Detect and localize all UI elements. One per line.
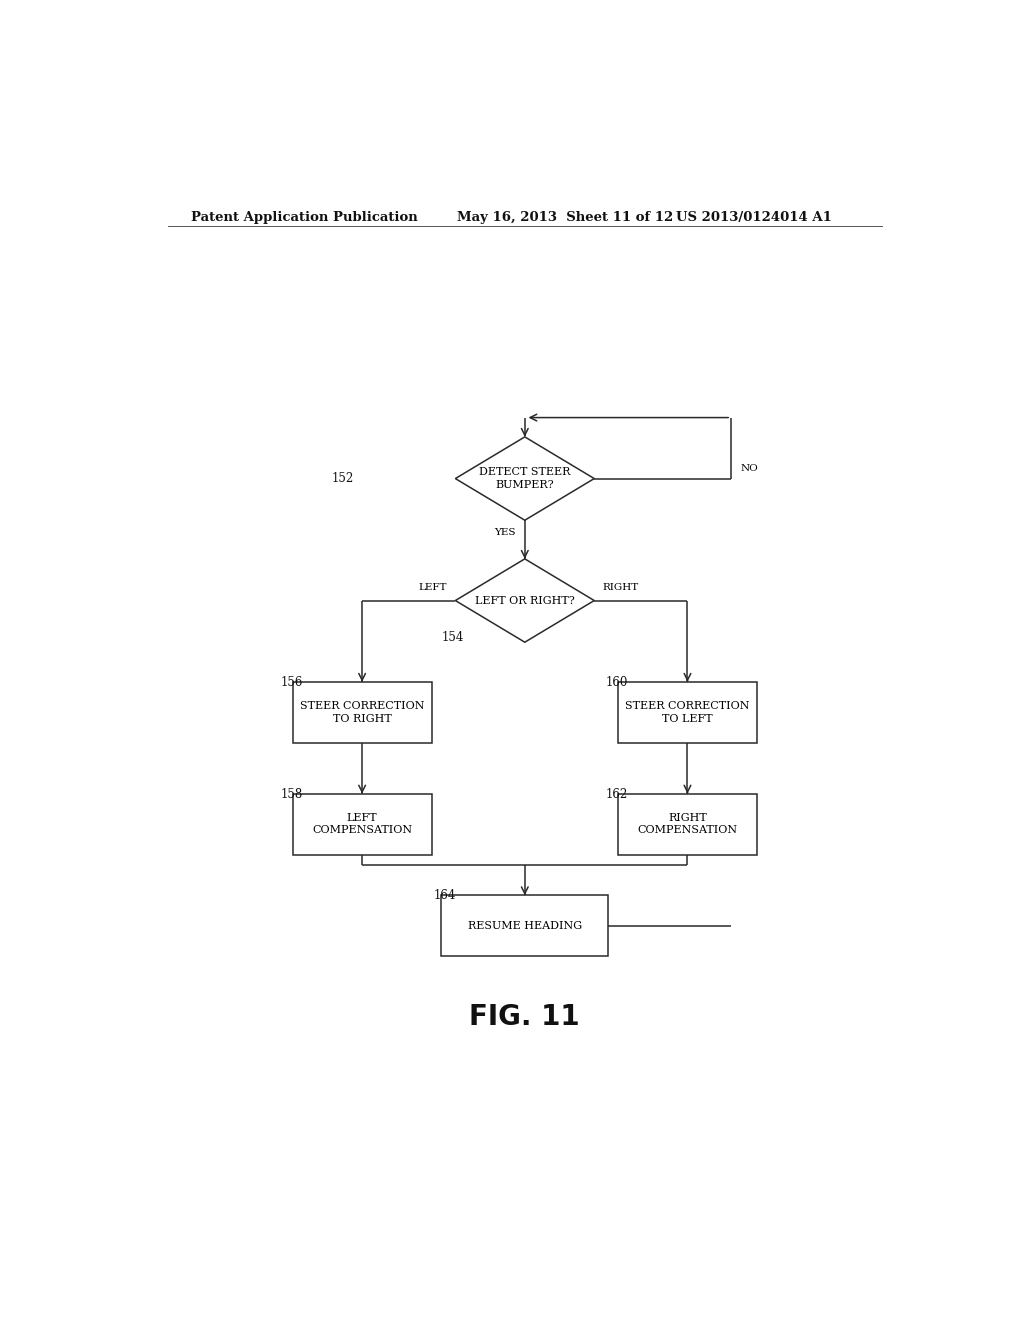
Text: STEER CORRECTION
TO LEFT: STEER CORRECTION TO LEFT [626, 701, 750, 723]
Text: 154: 154 [441, 631, 464, 644]
Text: 160: 160 [605, 676, 628, 689]
Text: RIGHT: RIGHT [602, 583, 638, 593]
Text: May 16, 2013  Sheet 11 of 12: May 16, 2013 Sheet 11 of 12 [458, 211, 674, 224]
Text: STEER CORRECTION
TO RIGHT: STEER CORRECTION TO RIGHT [300, 701, 424, 723]
Bar [293, 793, 431, 854]
Bar [618, 793, 757, 854]
Text: 152: 152 [332, 473, 354, 484]
Text: 156: 156 [281, 676, 303, 689]
Text: 164: 164 [433, 890, 456, 903]
Text: FIG. 11: FIG. 11 [469, 1003, 581, 1031]
Text: LEFT: LEFT [419, 583, 447, 593]
Text: RESUME HEADING: RESUME HEADING [468, 921, 582, 931]
Bar [618, 682, 757, 743]
Text: Patent Application Publication: Patent Application Publication [191, 211, 418, 224]
Text: DETECT STEER
BUMPER?: DETECT STEER BUMPER? [479, 467, 570, 490]
Text: 158: 158 [281, 788, 303, 801]
Bar [441, 895, 608, 956]
Text: 162: 162 [606, 788, 628, 801]
Text: LEFT
COMPENSATION: LEFT COMPENSATION [312, 813, 413, 836]
Text: YES: YES [495, 528, 516, 537]
Text: NO: NO [740, 465, 759, 474]
Text: LEFT OR RIGHT?: LEFT OR RIGHT? [475, 595, 574, 606]
Bar [293, 682, 431, 743]
Text: US 2013/0124014 A1: US 2013/0124014 A1 [676, 211, 831, 224]
Text: RIGHT
COMPENSATION: RIGHT COMPENSATION [637, 813, 737, 836]
